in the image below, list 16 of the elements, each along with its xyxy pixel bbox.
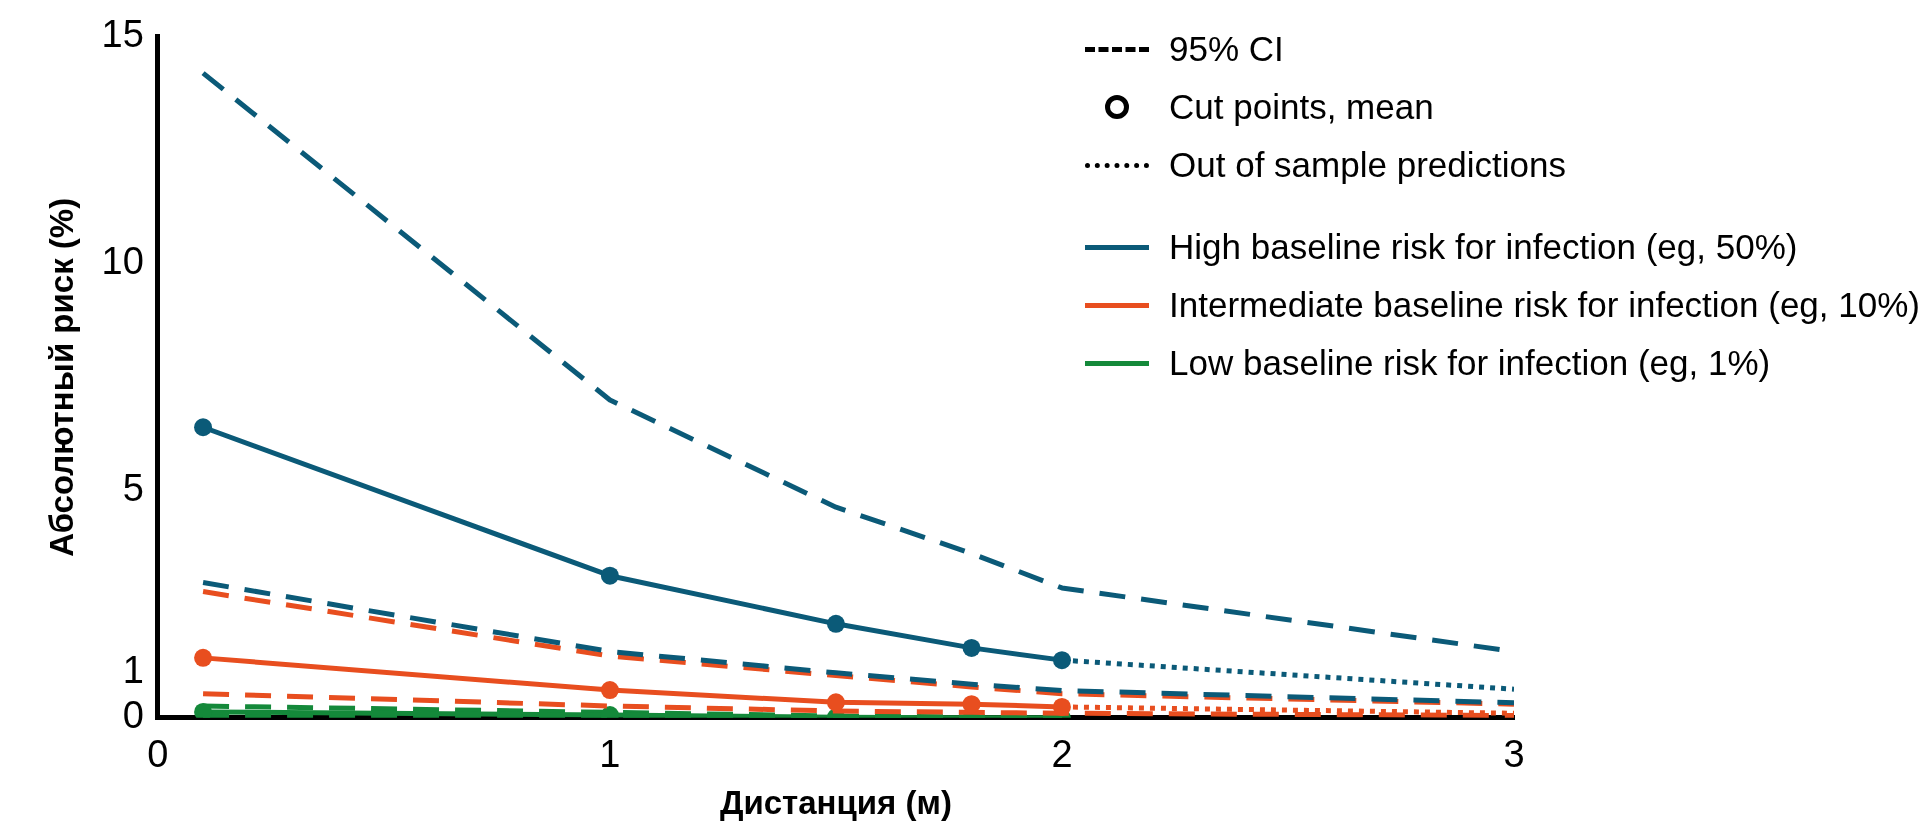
annotation: Out of sample predictions xyxy=(1169,144,1566,186)
x-tick-label: 2 xyxy=(1051,733,1073,776)
y-axis-title: Абсолютный риск (%) xyxy=(42,197,80,557)
legend-label: Low baseline risk for infection (eg, 1%) xyxy=(1169,342,1771,384)
annotation: 95% CI xyxy=(1169,28,1284,70)
y-tick-label: 5 xyxy=(122,467,144,510)
x-axis-title: Дистанция (м) xyxy=(719,784,952,822)
x-tick-label: 3 xyxy=(1503,733,1525,776)
y-tick-label: 10 xyxy=(101,240,144,283)
y-tick-label: 0 xyxy=(122,694,144,737)
y-tick-label: 15 xyxy=(101,13,144,56)
legend-label: High baseline risk for infection (eg, 50%) xyxy=(1169,226,1798,268)
annotation: Cut points, mean xyxy=(1169,86,1434,128)
legend-label: Intermediate baseline risk for infection (eg, 10%) xyxy=(1169,284,1920,326)
x-tick-label: 1 xyxy=(599,733,621,776)
y-tick-label: 1 xyxy=(122,648,144,691)
